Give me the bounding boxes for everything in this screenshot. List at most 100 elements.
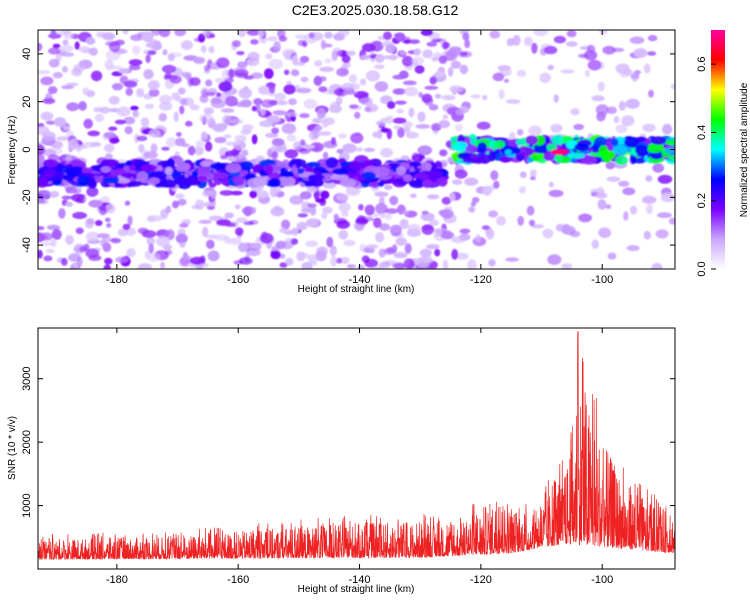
heatmap-cell — [179, 223, 189, 228]
heatmap-cell — [429, 76, 437, 85]
heatmap-cell — [447, 66, 454, 77]
heatmap-cell — [104, 143, 115, 153]
heatmap-cell — [424, 85, 439, 90]
heatmap-cell — [411, 152, 420, 164]
heatmap-cell — [227, 237, 242, 245]
heatmap-cell — [230, 190, 243, 196]
heatmap-cell — [597, 186, 605, 195]
heatmap-cell — [311, 117, 321, 123]
heatmap-cell — [668, 217, 675, 225]
heatmap-cell — [181, 71, 192, 78]
heatmap-cell — [197, 175, 208, 181]
heatmap-cell — [506, 38, 515, 47]
heatmap-cell — [271, 151, 279, 160]
heatmap-cell — [411, 56, 425, 66]
heatmap-cell — [99, 205, 108, 216]
heatmap-cell — [216, 219, 232, 226]
heatmap-cell — [281, 219, 291, 230]
snr-y-label: SNR (10 * v/v) — [7, 416, 18, 480]
heatmap-cell — [208, 215, 222, 221]
heatmap-cell — [252, 176, 268, 187]
heatmap-cell — [489, 30, 501, 39]
heatmap-cell — [386, 101, 396, 109]
heatmap-cell — [193, 56, 206, 64]
heatmap-cell — [101, 158, 120, 167]
heatmap-cell — [121, 172, 134, 179]
heatmap-cell — [205, 92, 216, 97]
snr-panel: -180 -160 -140 -120 -100 1000 2000 3000 Height… — [7, 327, 676, 595]
heatmap-cell — [355, 147, 364, 152]
heatmap-cell — [62, 66, 68, 73]
heatmap-cell — [86, 218, 95, 225]
heatmap-cell — [442, 114, 449, 120]
heatmap-cell — [132, 45, 141, 55]
heatmap-cell — [596, 111, 606, 122]
heatmap-cell — [602, 45, 616, 55]
heatmap-cell — [301, 261, 313, 269]
heatmap-cell — [299, 55, 310, 63]
heatmap-cell — [336, 220, 351, 229]
heatmap-cell — [546, 143, 557, 151]
heatmap-cell — [158, 30, 171, 38]
heatmap-cell — [143, 69, 154, 80]
heatmap-cell — [636, 136, 647, 142]
heatmap-cell — [212, 123, 226, 133]
y-tick-label: -20 — [21, 189, 33, 205]
heatmap-cell — [525, 135, 538, 145]
heatmap-cell — [300, 76, 309, 83]
heatmap-cell — [90, 70, 103, 82]
heatmap-cell — [305, 218, 319, 228]
heatmap-cell — [548, 181, 554, 188]
heatmap-cell — [167, 53, 175, 62]
heatmap-cell — [138, 143, 145, 153]
heatmap-cell — [80, 167, 95, 173]
heatmap-cell — [231, 148, 240, 156]
heatmap-cell — [438, 209, 450, 217]
heatmap-cell — [43, 168, 56, 176]
heatmap-cell — [420, 212, 435, 222]
heatmap-cell — [175, 193, 185, 199]
heatmap-cell — [430, 181, 439, 187]
heatmap-cell — [159, 94, 172, 104]
heatmap-cell — [496, 216, 506, 226]
heatmap-cell — [519, 171, 527, 179]
heatmap-cell — [578, 53, 589, 59]
heatmap-cell — [202, 226, 209, 238]
heatmap-cell — [54, 148, 63, 155]
heatmap-cell — [345, 186, 361, 196]
heatmap-cell — [62, 39, 69, 46]
heatmap-cell — [187, 145, 196, 156]
heatmap-cell — [290, 69, 300, 77]
heatmap-cell — [336, 193, 349, 201]
heatmap-cell — [102, 32, 116, 41]
heatmap-cell — [364, 106, 372, 113]
heatmap-cell — [223, 236, 231, 244]
heatmap-cell — [270, 250, 281, 260]
heatmap-cell — [578, 213, 592, 223]
heatmap-cell — [523, 36, 533, 47]
heatmap-cell — [296, 87, 312, 94]
heatmap-cell — [335, 96, 343, 105]
heatmap-cell — [165, 137, 178, 148]
heatmap-cell — [50, 239, 57, 248]
heatmap-cell — [130, 105, 139, 111]
heatmap-cell — [635, 144, 648, 156]
heatmap-cell — [190, 256, 205, 265]
heatmap-cell — [607, 252, 617, 260]
heatmap-cell — [462, 157, 476, 163]
heatmap-cell — [115, 178, 131, 184]
heatmap-cell — [308, 174, 325, 181]
heatmap-cell — [246, 30, 261, 36]
heatmap-cell — [303, 98, 318, 109]
heatmap-cell — [471, 197, 480, 203]
heatmap-cell — [655, 229, 669, 239]
heatmap-cell — [191, 170, 198, 177]
heatmap-cell — [290, 238, 299, 245]
heatmap-cell — [94, 220, 103, 226]
heatmap-cell — [271, 127, 279, 134]
heatmap-cell — [648, 89, 654, 98]
heatmap-cell — [324, 58, 332, 64]
heatmap-cell — [374, 191, 389, 197]
heatmap-cell — [46, 224, 61, 231]
heatmap-cell — [467, 259, 477, 269]
